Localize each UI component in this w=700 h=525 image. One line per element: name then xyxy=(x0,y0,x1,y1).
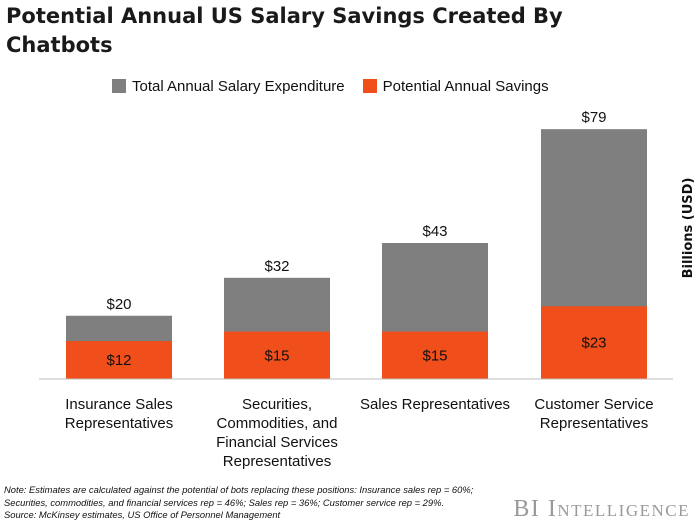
data-label-savings-2: $15 xyxy=(422,347,447,364)
bar-savings-2 xyxy=(382,331,488,379)
chart-title: Potential Annual US Salary Savings Creat… xyxy=(6,4,563,57)
legend-label-savings: Potential Annual Savings xyxy=(382,77,549,95)
bar-savings-3 xyxy=(541,306,647,379)
data-label-total-0: $20 xyxy=(106,296,131,313)
legend-swatch-total xyxy=(112,79,126,93)
y-axis-label: Billions (USD) xyxy=(681,178,696,279)
brand-initials: BI xyxy=(513,496,541,522)
category-label-2-0: Sales Representatives xyxy=(360,396,510,413)
data-label-total-3: $79 xyxy=(581,109,606,126)
legend-label-total: Total Annual Salary Expenditure xyxy=(132,77,345,95)
legend-swatch-savings xyxy=(362,79,377,93)
category-label-3-1: Representatives xyxy=(540,415,648,432)
legend-item-savings: Potential Annual Savings xyxy=(362,77,549,95)
category-label-0-1: Representatives xyxy=(65,415,173,432)
chart-legend: Total Annual Salary Expenditure Potentia… xyxy=(112,76,567,96)
data-label-total-2: $43 xyxy=(422,223,447,240)
legend-item-total: Total Annual Salary Expenditure xyxy=(112,78,345,95)
category-label-1-0: Securities, xyxy=(242,396,312,413)
category-label-1-3: Representatives xyxy=(223,453,331,470)
bi-intelligence-logo: BI Intelligence xyxy=(513,496,690,523)
data-label-savings-1: $15 xyxy=(264,347,289,364)
category-label-1-2: Financial Services xyxy=(216,434,338,451)
bar-savings-0 xyxy=(66,341,172,379)
data-label-total-1: $32 xyxy=(264,258,289,275)
brand-word: Intelligence xyxy=(547,496,690,522)
data-label-savings-3: $23 xyxy=(581,335,606,352)
data-label-savings-0: $12 xyxy=(106,352,131,369)
category-label-0-0: Insurance Sales xyxy=(65,396,173,413)
category-label-3-0: Customer Service xyxy=(534,396,653,413)
bar-savings-1 xyxy=(224,331,330,379)
note-line-3: Source: McKinsey estimates, US Office of… xyxy=(4,509,281,520)
note-line-1: Note: Estimates are calculated against t… xyxy=(4,484,474,495)
category-label-1-1: Commodities, and xyxy=(217,415,338,432)
note-line-2: Securities, commodities, and financial s… xyxy=(4,496,445,508)
chart-note: Note: Estimates are calculated against t… xyxy=(4,484,524,522)
bar-chart: $20 $12 Insurance Sales Representatives $32 $… xyxy=(39,109,696,470)
